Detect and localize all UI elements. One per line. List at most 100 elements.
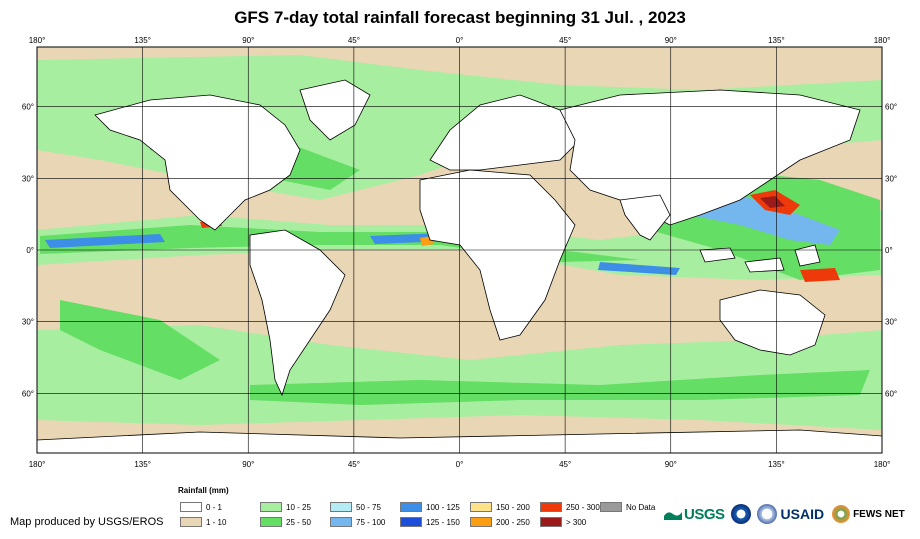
legend-label: No Data <box>626 502 656 512</box>
legend-label: 150 - 200 <box>496 502 530 512</box>
land-greenland <box>299 79 371 141</box>
land-north-america <box>94 94 301 231</box>
legend-swatch <box>470 517 492 527</box>
legend-item: 125 - 150 <box>400 517 460 527</box>
legend-item: 0 - 1 <box>180 502 222 512</box>
legend-label: 10 - 25 <box>286 502 311 512</box>
legend-swatch <box>260 502 282 512</box>
latitude-label: 30° <box>885 318 897 327</box>
usgs-wave-icon <box>664 512 682 520</box>
latitude-label: 0° <box>885 246 893 255</box>
rain-cells-itcz-blue <box>45 232 680 275</box>
longitude-label: 90° <box>665 36 677 45</box>
longitude-label: 180° <box>874 36 891 45</box>
longitude-label: 45° <box>348 460 360 469</box>
legend-label: 125 - 150 <box>426 517 460 527</box>
legend-swatch <box>330 517 352 527</box>
longitude-label: 45° <box>348 36 360 45</box>
usgs-logo-text: USGS <box>684 505 725 523</box>
legend-label: 0 - 1 <box>206 502 223 512</box>
legend-item: 200 - 250 <box>470 517 530 527</box>
map-frame <box>36 46 883 454</box>
latitude-label: 60° <box>885 389 897 398</box>
rain-band-south-pacific-strong <box>60 300 220 380</box>
legend-item: 1 - 10 <box>180 517 226 527</box>
legend-item: 150 - 200 <box>470 502 530 512</box>
longitude-label: 90° <box>242 36 254 45</box>
rain-band-southern-ocean-strong <box>250 370 870 405</box>
legend-label: > 300 <box>566 517 587 527</box>
graticule <box>37 47 882 453</box>
legend-item: 50 - 75 <box>330 502 381 512</box>
legend-swatch <box>540 517 562 527</box>
legend-swatch <box>400 502 422 512</box>
map-canvas: 180° 135° 90° 45° 0° 45° 90° 135° 180° 180° 135° 9… <box>22 36 897 469</box>
us-dept-seal-icon <box>756 504 777 524</box>
legend-swatch <box>330 502 352 512</box>
legend-item: > 300 <box>540 517 586 527</box>
fews-globe-icon <box>832 505 851 523</box>
legend-title: Rainfall (mm) <box>178 486 229 495</box>
land-india <box>619 194 671 241</box>
land-africa <box>419 169 576 341</box>
latitude-label: 30° <box>22 174 34 183</box>
longitude-label: 135° <box>768 36 785 45</box>
longitude-label: 180° <box>29 36 46 45</box>
longitude-labels-bottom: 180° 135° 90° 45° 0° 45° 90° 135° 180° <box>29 460 891 469</box>
credit-text: Map produced by USGS/EROS <box>10 516 164 528</box>
latitude-label: 60° <box>22 389 34 398</box>
longitude-labels-top: 180° 135° 90° 45° 0° 45° 90° 135° 180° <box>29 36 891 45</box>
longitude-label: 45° <box>559 460 571 469</box>
legend-swatch <box>600 502 622 512</box>
latitude-label: 60° <box>22 103 34 112</box>
legend-label: 100 - 125 <box>426 502 460 512</box>
latitude-label: 30° <box>22 318 34 327</box>
latitude-labels-right: 60° 30° 0° 30° 60° <box>885 103 897 399</box>
longitude-label: 0° <box>456 460 464 469</box>
land-asia <box>559 89 861 226</box>
latitude-label: 0° <box>26 246 34 255</box>
latitude-label: 30° <box>885 174 897 183</box>
legend-item: 250 - 300 <box>540 502 600 512</box>
legend-swatch <box>400 517 422 527</box>
noaa-seal-icon <box>730 504 751 524</box>
longitude-label: 90° <box>242 460 254 469</box>
legend-item: 10 - 25 <box>260 502 311 512</box>
legend-label: 75 - 100 <box>356 517 386 527</box>
legend-label: 250 - 300 <box>566 502 600 512</box>
legend-swatch <box>470 502 492 512</box>
longitude-label: 90° <box>665 460 677 469</box>
legend-item: No Data <box>600 502 655 512</box>
longitude-label: 135° <box>768 460 785 469</box>
fews-net-text: FEWS NET <box>853 508 905 520</box>
legend-swatch <box>180 517 202 527</box>
legend-item: 75 - 100 <box>330 517 385 527</box>
rain-band-itcz-strong <box>40 225 640 262</box>
legend-label: 200 - 250 <box>496 517 530 527</box>
rain-cells-extreme-darkred <box>760 196 785 208</box>
legend-swatch <box>260 517 282 527</box>
usaid-logo: USAID <box>780 506 825 522</box>
legend-swatch <box>540 502 562 512</box>
legend-label: 50 - 75 <box>356 502 381 512</box>
land-australia <box>719 289 826 356</box>
legend-item: 100 - 125 <box>400 502 460 512</box>
map-title: GFS 7-day total rainfall forecast beginn… <box>234 8 686 27</box>
latitude-labels-left: 60° 30° 0° 30° 60° <box>22 103 34 399</box>
legend-item: 25 - 50 <box>260 517 311 527</box>
longitude-label: 180° <box>874 460 891 469</box>
longitude-label: 135° <box>134 460 151 469</box>
logo-strip: USGS USAID FEWS NET <box>664 500 905 528</box>
longitude-label: 180° <box>29 460 46 469</box>
longitude-label: 0° <box>456 36 464 45</box>
longitude-label: 135° <box>134 36 151 45</box>
latitude-label: 60° <box>885 103 897 112</box>
land-maritime-continent <box>699 244 821 273</box>
fews-net-logo: FEWS NET <box>830 505 905 523</box>
legend-label: 1 - 10 <box>206 517 227 527</box>
longitude-label: 45° <box>559 36 571 45</box>
usgs-logo: USGS <box>664 506 725 523</box>
rainfall-map: 180° 135° 90° 45° 0° 45° 90° 135° 180° 180° 135° 9… <box>22 36 897 469</box>
legend-swatch <box>180 502 202 512</box>
legend-label: 25 - 50 <box>286 517 311 527</box>
